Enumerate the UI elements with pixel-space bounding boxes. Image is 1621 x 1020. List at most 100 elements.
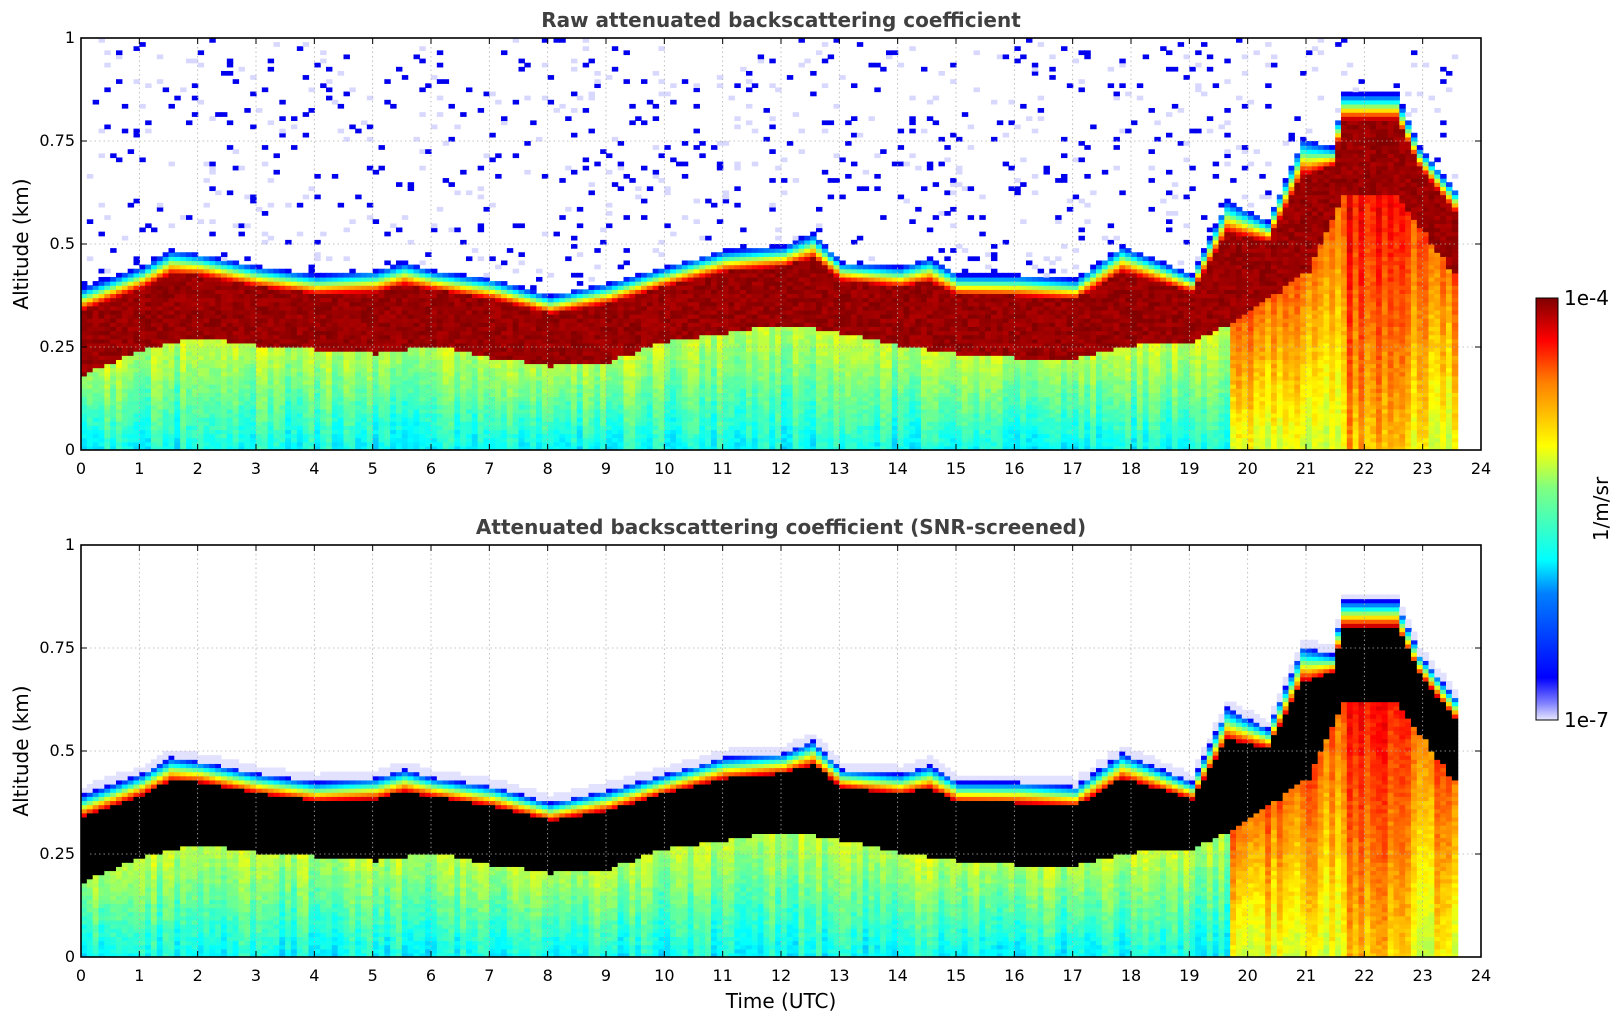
heatmap-cell	[419, 272, 426, 278]
heatmap-cell	[86, 429, 94, 435]
heatmap-cell	[378, 342, 385, 348]
heatmap-cell	[658, 379, 665, 385]
heatmap-cell	[396, 182, 403, 187]
heatmap-cell	[366, 326, 374, 332]
heatmap-cell	[349, 417, 356, 422]
heatmap-cell	[133, 318, 140, 323]
heatmap-cell	[390, 445, 397, 450]
heatmap-cell	[180, 309, 187, 315]
heatmap-cell	[139, 227, 146, 233]
heatmap-cell	[576, 305, 584, 311]
heatmap-cell	[191, 371, 199, 377]
heatmap-cell	[594, 285, 601, 290]
heatmap-cell	[168, 268, 175, 274]
heatmap-cell	[145, 342, 152, 348]
heatmap-cell	[343, 371, 350, 377]
heatmap-cell	[349, 318, 356, 323]
heatmap-cell	[186, 388, 193, 393]
heatmap-cell	[279, 384, 286, 389]
heatmap-cell	[477, 396, 485, 402]
heatmap-cell	[600, 421, 607, 426]
heatmap-cell	[197, 359, 205, 365]
heatmap-cell	[121, 334, 129, 340]
heatmap-cell	[162, 445, 170, 450]
heatmap-cell	[203, 384, 210, 389]
heatmap-cell	[670, 305, 677, 311]
heatmap-cell	[384, 326, 391, 332]
heatmap-cell	[291, 289, 298, 295]
heatmap-cell	[156, 314, 164, 319]
heatmap-cell	[588, 367, 595, 373]
heatmap-cell	[337, 388, 345, 393]
heatmap-cell	[541, 363, 549, 369]
heatmap-cell	[623, 355, 630, 360]
heatmap-cell	[326, 408, 333, 414]
heatmap-cell	[576, 367, 584, 373]
heatmap-cell	[151, 338, 158, 344]
heatmap-cell	[436, 400, 444, 406]
heatmap-cell	[646, 334, 654, 340]
heatmap-cell	[291, 276, 298, 282]
heatmap-cell	[186, 429, 193, 435]
heatmap-cell	[518, 417, 525, 422]
heatmap-cell	[431, 297, 438, 303]
heatmap-cell	[623, 318, 630, 323]
heatmap-cell	[250, 91, 257, 97]
heatmap-cell	[127, 309, 135, 315]
heatmap-cell	[285, 417, 292, 422]
heatmap-cell	[104, 363, 111, 369]
heatmap-cell	[361, 322, 368, 327]
heatmap-cell	[296, 231, 304, 237]
heatmap-cell	[215, 318, 222, 323]
heatmap-cell	[308, 285, 315, 290]
heatmap-cell	[174, 355, 181, 360]
heatmap-cell	[133, 441, 140, 447]
heatmap-cell	[571, 334, 578, 340]
heatmap-cell	[693, 293, 700, 299]
heatmap-cell	[326, 330, 333, 336]
heatmap-cell	[121, 408, 129, 414]
heatmap-cell	[629, 276, 636, 282]
heatmap-cell	[168, 326, 175, 332]
heatmap-cell	[168, 433, 175, 439]
heatmap-cell	[174, 338, 181, 344]
heatmap-cell	[506, 396, 514, 402]
heatmap-cell	[116, 50, 123, 56]
heatmap-cell	[186, 297, 193, 303]
heatmap-cell	[623, 433, 630, 439]
heatmap-cell	[600, 289, 607, 295]
heatmap-cell	[582, 314, 590, 319]
heatmap-cell	[483, 367, 490, 373]
heatmap-cell	[611, 338, 619, 344]
heatmap-cell	[174, 252, 181, 257]
heatmap-cell	[448, 314, 455, 319]
heatmap-cell	[524, 429, 531, 435]
heatmap-cell	[162, 429, 170, 435]
heatmap-cell	[174, 388, 181, 393]
heatmap-cell	[191, 355, 199, 360]
heatmap-cell	[425, 342, 432, 348]
heatmap-cell	[186, 404, 193, 410]
heatmap-cell	[536, 342, 543, 348]
heatmap-cell	[448, 404, 455, 410]
heatmap-cell	[326, 281, 333, 286]
heatmap-cell	[436, 342, 444, 348]
heatmap-cell	[250, 384, 257, 389]
heatmap-cell	[127, 268, 135, 274]
heatmap-cell	[238, 375, 245, 381]
heatmap-cell	[617, 396, 625, 402]
heatmap-cell	[611, 136, 619, 142]
heatmap-cell	[156, 363, 164, 369]
heatmap-cell	[466, 309, 473, 315]
heatmap-cell	[641, 429, 648, 435]
heatmap-cell	[547, 334, 555, 340]
heatmap-cell	[693, 400, 700, 406]
heatmap-cell	[226, 281, 234, 286]
heatmap-cell	[460, 359, 467, 365]
heatmap-cell	[127, 338, 135, 344]
heatmap-cell	[326, 441, 333, 447]
heatmap-cell	[296, 322, 304, 327]
heatmap-cell	[308, 351, 315, 356]
heatmap-cell	[86, 445, 94, 450]
heatmap-cell	[215, 256, 222, 262]
